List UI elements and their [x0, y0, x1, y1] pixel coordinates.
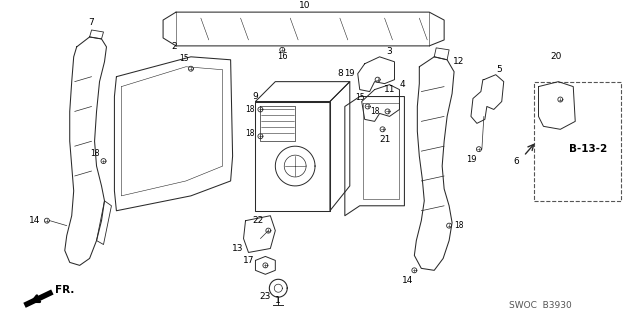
Text: 18: 18	[244, 129, 254, 138]
Text: 19: 19	[466, 155, 476, 164]
Text: 15: 15	[179, 54, 189, 63]
Text: 6: 6	[514, 157, 520, 166]
Text: 12: 12	[453, 57, 465, 66]
Text: 23: 23	[260, 292, 271, 301]
Text: 9: 9	[253, 92, 259, 101]
Text: B-13-2: B-13-2	[569, 144, 607, 154]
Text: 18: 18	[370, 107, 380, 116]
Bar	[534, 82, 621, 201]
Text: 10: 10	[300, 1, 311, 10]
Text: 18: 18	[454, 221, 464, 230]
Text: 4: 4	[399, 80, 405, 89]
Text: 8: 8	[337, 69, 343, 78]
Text: 7: 7	[89, 18, 95, 26]
Text: 11: 11	[384, 85, 396, 94]
Text: FR.: FR.	[55, 285, 74, 295]
Text: 19: 19	[344, 69, 355, 78]
Text: 2: 2	[171, 42, 177, 51]
Text: 22: 22	[253, 216, 264, 225]
Text: 14: 14	[29, 216, 40, 225]
Text: 14: 14	[402, 276, 413, 285]
Text: 20: 20	[550, 52, 562, 61]
Text: 5: 5	[496, 65, 502, 74]
Text: 18: 18	[244, 105, 254, 114]
Text: 1: 1	[275, 296, 281, 305]
Text: 16: 16	[277, 52, 287, 61]
Text: 17: 17	[243, 256, 254, 265]
Text: 3: 3	[387, 47, 392, 56]
Text: 15: 15	[355, 93, 365, 102]
Text: 18: 18	[90, 149, 99, 158]
Text: 21: 21	[379, 135, 390, 144]
Text: SWOC  B3930: SWOC B3930	[509, 300, 572, 310]
Text: 13: 13	[232, 244, 243, 253]
